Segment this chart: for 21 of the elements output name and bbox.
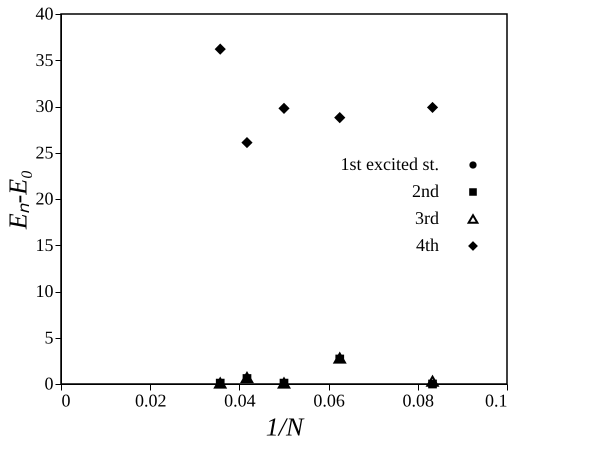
x-tick-label: 0.1	[485, 390, 508, 410]
y-tick-label: 40	[36, 4, 54, 24]
y-tick-label: 10	[36, 281, 54, 301]
y-tick-label: 0	[44, 374, 54, 394]
x-tick-label: 0.08	[402, 390, 434, 410]
y-tick-label: 35	[36, 50, 54, 70]
x-tick-label: 0	[62, 390, 70, 410]
y-tick-label: 30	[36, 96, 54, 116]
legend-label: 2nd	[412, 181, 439, 201]
legend-label: 3rd	[415, 208, 439, 228]
legend-label: 4th	[416, 235, 439, 255]
y-tick-label: 25	[36, 142, 54, 162]
y-tick-label: 20	[36, 188, 54, 208]
y-tick-label: 5	[44, 327, 54, 348]
y-axis-title: Eₙ-E₀	[4, 170, 32, 230]
x-tick-label: 0.02	[134, 390, 166, 410]
legend-label: 1st excited st.	[340, 154, 439, 174]
x-axis-title: 1/N	[266, 412, 305, 442]
x-tick-label: 0.06	[313, 390, 345, 410]
y-tick-label: 15	[36, 234, 54, 255]
x-tick-label: 0.04	[224, 390, 256, 410]
